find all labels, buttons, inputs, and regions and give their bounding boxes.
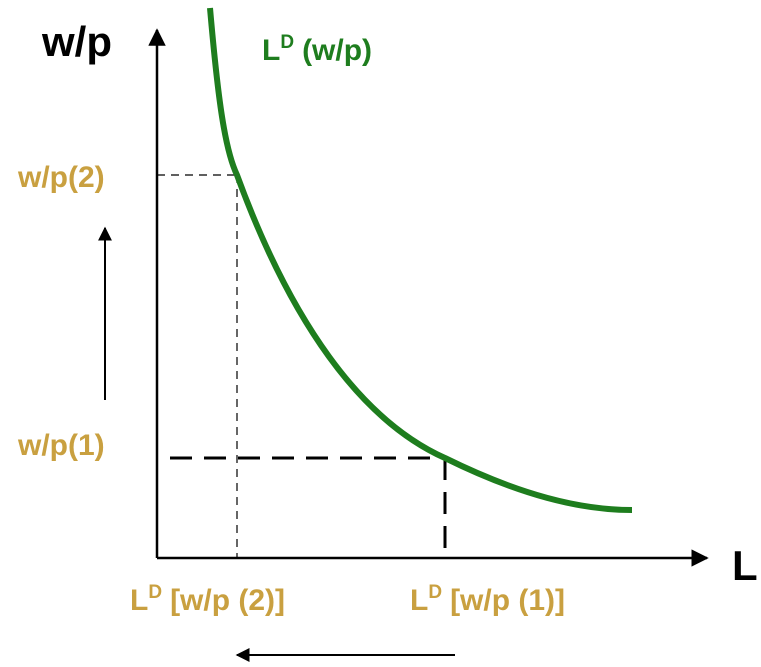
- x-level-base: L: [410, 584, 428, 617]
- curve-label: LD (w/p): [262, 32, 372, 67]
- y-axis-label: w/p: [41, 18, 112, 65]
- y-level-label: w/p(1): [17, 429, 105, 462]
- x-level-label: LD [w/p (1)]: [410, 582, 565, 617]
- demand-curve: [207, 7, 633, 513]
- curve-label-rest: (w/p): [302, 34, 372, 67]
- curve-label-sup: D: [280, 32, 294, 53]
- curve-label-base: L: [262, 34, 280, 67]
- x-axis-label: L: [732, 542, 758, 589]
- x-level-sup: D: [428, 582, 442, 603]
- x-level-sup: D: [148, 582, 162, 603]
- x-level-label: LD [w/p (2)]: [130, 582, 285, 617]
- x-level-rest: [w/p (1)]: [450, 584, 565, 617]
- x-level-rest: [w/p (2)]: [170, 584, 285, 617]
- x-level-base: L: [130, 584, 148, 617]
- y-level-label: w/p(2): [17, 161, 105, 194]
